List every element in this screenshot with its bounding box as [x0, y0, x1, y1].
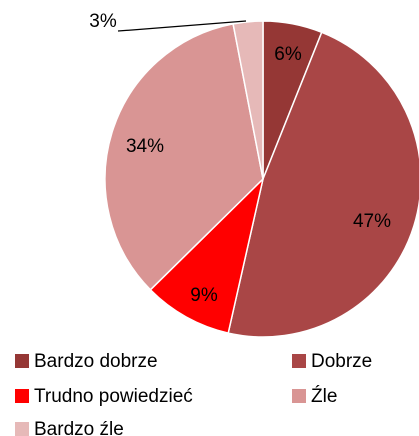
- legend-label: Bardzo źle: [34, 419, 124, 436]
- legend-swatch: [292, 354, 306, 368]
- pie-slice: [232, 20, 264, 180]
- legend-label: Źle: [311, 386, 337, 407]
- data-label: 6%: [274, 44, 302, 65]
- legend-label: Trudno powiedzieć: [34, 386, 193, 407]
- pie-slice: [227, 31, 419, 338]
- legend-swatch: [15, 422, 29, 436]
- data-label: 47%: [353, 211, 391, 232]
- legend-swatch: [15, 354, 29, 368]
- legend-swatch: [15, 389, 29, 403]
- pie-slice: [149, 176, 265, 335]
- legend-label: Dobrze: [311, 351, 372, 372]
- data-label: 34%: [126, 136, 164, 157]
- data-label: 9%: [190, 285, 218, 306]
- pie-slice: [104, 22, 264, 291]
- legend-swatch: [292, 389, 306, 403]
- legend-label: Bardzo dobrze: [34, 351, 158, 372]
- leader-line: [117, 20, 247, 32]
- data-label: 3%: [89, 11, 117, 32]
